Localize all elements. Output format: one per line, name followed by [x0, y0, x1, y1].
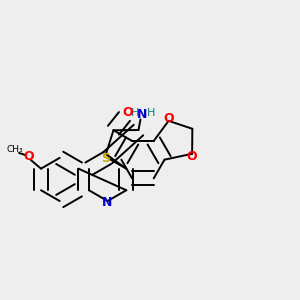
Text: N: N — [102, 196, 112, 209]
Text: O: O — [23, 150, 34, 163]
Text: N: N — [137, 108, 148, 121]
Text: H: H — [131, 108, 140, 118]
Text: S: S — [101, 152, 110, 164]
Text: O: O — [163, 112, 174, 124]
Text: O: O — [122, 106, 133, 119]
Text: O: O — [187, 150, 197, 163]
Text: CH₃: CH₃ — [7, 145, 23, 154]
Text: H: H — [147, 108, 155, 118]
